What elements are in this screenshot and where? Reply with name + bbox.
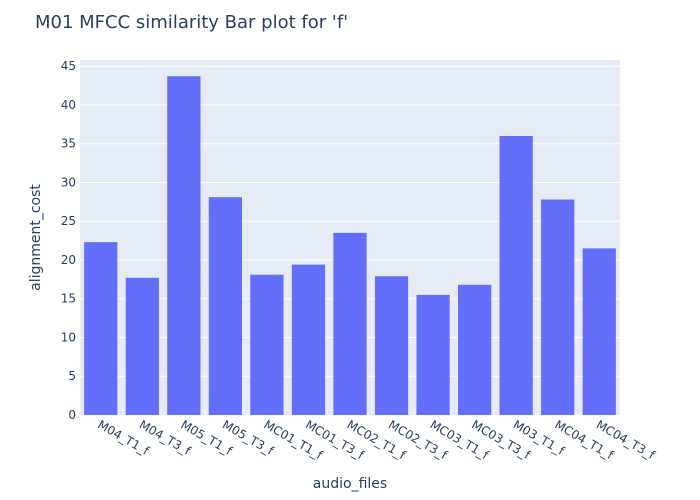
- x-tick-labels: M04_T1_fM04_T3_fM05_T1_fM05_T3_fMC01_T1_…: [95, 417, 658, 462]
- bar-M03_T1_f: [499, 135, 533, 415]
- chart-title: M01 MFCC similarity Bar plot for 'f': [35, 12, 349, 33]
- bar-MC02_T3_f: [374, 276, 409, 415]
- bar-M05_T3_f: [208, 197, 242, 415]
- y-tick-labels: 0 5 10 15 20 25 30 35 40 45: [61, 59, 76, 422]
- bar-MC04_T1_f: [541, 199, 575, 415]
- y-tick-label: 35: [61, 137, 76, 151]
- bar-M04_T1_f: [84, 242, 118, 415]
- y-tick-label: 25: [61, 214, 76, 228]
- y-tick-label: 30: [61, 175, 76, 189]
- y-tick-label: 5: [68, 369, 76, 383]
- y-tick-label: 45: [61, 59, 76, 73]
- x-axis-title: audio_files: [313, 476, 387, 492]
- bars-group: [84, 76, 616, 416]
- bar-MC04_T3_f: [582, 248, 616, 415]
- y-axis-title: alignment_cost: [28, 184, 44, 291]
- bar-MC03_T1_f: [416, 294, 450, 415]
- y-tick-label: 0: [68, 408, 76, 422]
- bar-M04_T3_f: [125, 277, 159, 415]
- bar-M05_T1_f: [167, 76, 201, 416]
- bar-MC02_T1_f: [333, 232, 367, 415]
- y-tick-label: 40: [61, 98, 76, 112]
- y-tick-label: 10: [61, 330, 76, 344]
- bar-MC03_T3_f: [458, 284, 492, 415]
- bar-MC01_T3_f: [291, 264, 326, 415]
- bar-MC01_T1_f: [250, 274, 284, 415]
- y-tick-label: 15: [61, 292, 76, 306]
- y-tick-label: 20: [61, 253, 76, 267]
